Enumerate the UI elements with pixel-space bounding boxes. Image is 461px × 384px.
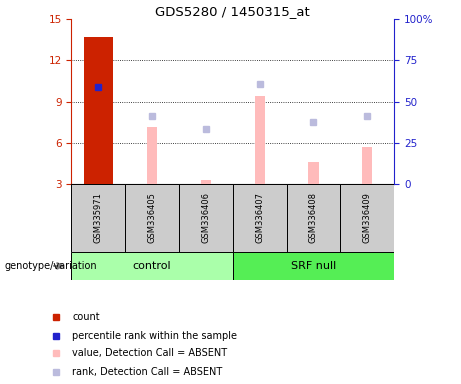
FancyBboxPatch shape: [287, 184, 340, 252]
FancyBboxPatch shape: [233, 184, 287, 252]
FancyBboxPatch shape: [340, 184, 394, 252]
Text: GSM336409: GSM336409: [363, 192, 372, 243]
Bar: [83, 37, 113, 184]
Text: GSM335971: GSM335971: [94, 192, 103, 243]
Text: GSM336407: GSM336407: [255, 192, 264, 243]
Text: value, Detection Call = ABSENT: value, Detection Call = ABSENT: [72, 348, 228, 358]
FancyBboxPatch shape: [71, 252, 233, 280]
Bar: [308, 162, 319, 184]
Bar: [254, 96, 265, 184]
Text: percentile rank within the sample: percentile rank within the sample: [72, 331, 237, 341]
Title: GDS5280 / 1450315_at: GDS5280 / 1450315_at: [155, 5, 310, 18]
Bar: [201, 179, 211, 184]
Bar: [362, 147, 372, 184]
FancyBboxPatch shape: [125, 184, 179, 252]
Bar: [147, 127, 157, 184]
Text: rank, Detection Call = ABSENT: rank, Detection Call = ABSENT: [72, 367, 223, 377]
Text: GSM336405: GSM336405: [148, 192, 157, 243]
Text: count: count: [72, 312, 100, 322]
FancyBboxPatch shape: [71, 184, 125, 252]
Text: genotype/variation: genotype/variation: [5, 261, 97, 271]
FancyBboxPatch shape: [179, 184, 233, 252]
Text: control: control: [133, 261, 171, 271]
Text: GSM336406: GSM336406: [201, 192, 210, 243]
Text: GSM336408: GSM336408: [309, 192, 318, 243]
FancyBboxPatch shape: [233, 252, 394, 280]
Text: SRF null: SRF null: [291, 261, 336, 271]
